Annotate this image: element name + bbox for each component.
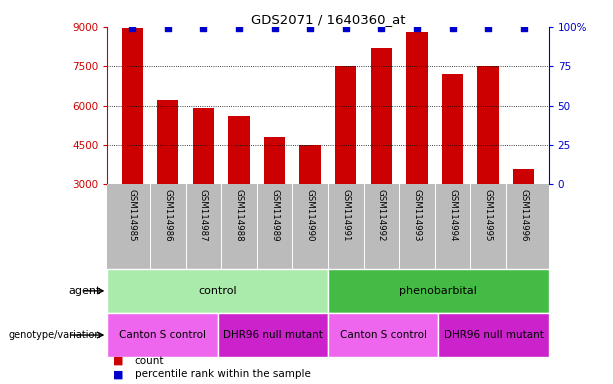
Bar xyxy=(121,28,143,184)
Bar xyxy=(406,32,428,184)
Text: percentile rank within the sample: percentile rank within the sample xyxy=(135,369,311,379)
Text: GSM114994: GSM114994 xyxy=(448,189,457,241)
Bar xyxy=(218,313,328,357)
Point xyxy=(483,25,493,31)
Text: GSM114996: GSM114996 xyxy=(519,189,528,241)
Text: DHR96 null mutant: DHR96 null mutant xyxy=(444,330,543,340)
Text: GSM114992: GSM114992 xyxy=(377,189,386,241)
Bar xyxy=(107,313,218,357)
Bar xyxy=(157,100,178,184)
Bar xyxy=(107,269,328,313)
Point xyxy=(412,25,422,31)
Text: phenobarbital: phenobarbital xyxy=(399,286,478,296)
Text: ■: ■ xyxy=(113,369,124,379)
Point xyxy=(376,25,386,31)
Text: Canton S control: Canton S control xyxy=(340,330,427,340)
Point xyxy=(199,25,208,31)
Point xyxy=(519,25,528,31)
Point xyxy=(163,25,173,31)
Bar xyxy=(513,169,535,184)
Point xyxy=(234,25,244,31)
Bar xyxy=(328,313,438,357)
Text: GSM114985: GSM114985 xyxy=(128,189,137,241)
Bar xyxy=(300,145,321,184)
Text: Canton S control: Canton S control xyxy=(119,330,206,340)
Bar xyxy=(192,108,214,184)
Text: ■: ■ xyxy=(113,356,124,366)
Text: count: count xyxy=(135,356,164,366)
Bar xyxy=(438,313,549,357)
Text: GSM114995: GSM114995 xyxy=(484,189,493,241)
Bar xyxy=(478,66,499,184)
Text: GSM114989: GSM114989 xyxy=(270,189,279,241)
Bar xyxy=(371,48,392,184)
Point xyxy=(341,25,351,31)
Point xyxy=(447,25,457,31)
Text: control: control xyxy=(198,286,237,296)
Bar xyxy=(442,74,463,184)
Text: GSM114991: GSM114991 xyxy=(341,189,350,241)
Text: GSM114993: GSM114993 xyxy=(413,189,422,241)
Text: genotype/variation: genotype/variation xyxy=(9,330,101,340)
Point xyxy=(128,25,137,31)
Text: DHR96 null mutant: DHR96 null mutant xyxy=(223,330,322,340)
Point xyxy=(305,25,315,31)
Bar xyxy=(328,269,549,313)
Bar xyxy=(264,137,285,184)
Point xyxy=(270,25,280,31)
Text: GSM114990: GSM114990 xyxy=(306,189,314,241)
Title: GDS2071 / 1640360_at: GDS2071 / 1640360_at xyxy=(251,13,405,26)
Text: GSM114987: GSM114987 xyxy=(199,189,208,241)
Bar xyxy=(335,66,356,184)
Text: GSM114986: GSM114986 xyxy=(163,189,172,241)
Text: GSM114988: GSM114988 xyxy=(234,189,243,241)
Text: agent: agent xyxy=(69,286,101,296)
Bar xyxy=(228,116,249,184)
